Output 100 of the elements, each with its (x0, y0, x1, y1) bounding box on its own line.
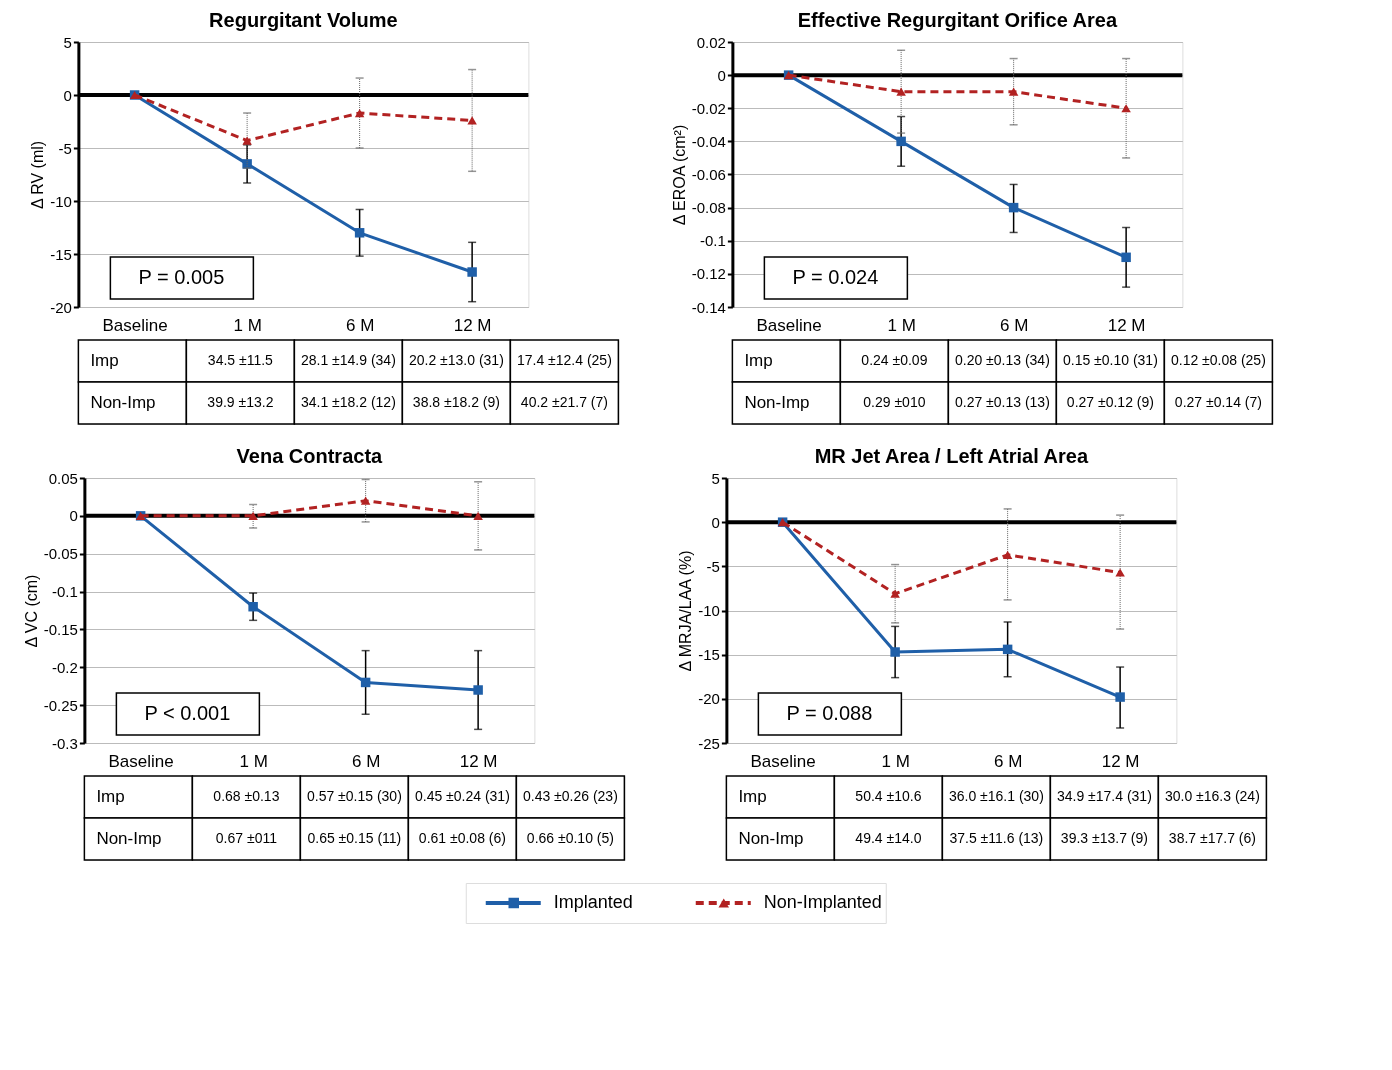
text: 0.27 ±0.13 (13) (954, 394, 1050, 410)
x-tick-label: 1 M (239, 751, 268, 771)
y-axis-title: Δ MRJA/LAA (%) (677, 550, 695, 672)
text: 39.9 ±13.2 (207, 394, 274, 410)
y-tick-label: 0 (711, 513, 720, 531)
text: 50.4 ±10.6 (855, 788, 922, 804)
x-tick-label: Baseline (756, 315, 822, 335)
x-tick-label: 12 M (453, 315, 492, 335)
legend-label: Implanted (553, 892, 633, 912)
text: Non-Imp (738, 829, 804, 848)
x-tick-label: 6 M (351, 751, 381, 771)
annotation: P < 0.001 (144, 702, 231, 724)
text: 0.29 ±010 (863, 394, 926, 410)
y-tick-label: 0 (63, 86, 72, 104)
y-tick-label: -0.14 (691, 298, 726, 316)
text: 0.67 ±011 (215, 830, 278, 846)
y-tick-label: -0.05 (43, 545, 78, 563)
y-tick-label: -15 (50, 245, 72, 263)
point (1115, 692, 1125, 702)
text: 34.5 ±11.5 (207, 352, 274, 368)
text: 37.5 ±11.6 (13) (949, 830, 1044, 846)
x-tick-label: 6 M (993, 751, 1023, 771)
point (360, 677, 371, 688)
x-tick-label: Baseline (102, 315, 168, 335)
point (467, 267, 477, 277)
y-tick-label: -10 (50, 192, 72, 210)
text: Non-Imp (96, 829, 162, 848)
y-tick-label: -0.3 (52, 734, 78, 752)
annotation: P = 0.024 (792, 266, 879, 288)
y-tick-label: -0.1 (700, 232, 726, 250)
point (896, 87, 906, 96)
text: Imp (744, 351, 773, 370)
text: 0.12 ±0.08 (25) (1170, 352, 1266, 368)
point (354, 108, 365, 118)
y-tick-label: -10 (698, 602, 720, 619)
text: 0.57 ±0.15 (30) (306, 788, 402, 804)
x-tick-label: 6 M (999, 315, 1029, 335)
x-tick-label: 6 M (345, 315, 375, 335)
y-tick-label: 5 (63, 33, 72, 51)
text: 17.4 ±12.4 (25) (516, 352, 612, 368)
y-tick-label: 0.05 (48, 469, 78, 487)
text: 0.27 ±0.14 (7) (1174, 394, 1262, 410)
y-tick-label: -5 (58, 139, 72, 157)
text: Non-Imp (90, 393, 156, 412)
text: 0.61 ±0.08 (6) (418, 830, 506, 846)
point (1121, 252, 1131, 263)
legend-label: Non-Implanted (763, 892, 882, 912)
point (360, 496, 371, 505)
y-tick-label: -0.08 (691, 199, 726, 217)
point (354, 228, 365, 238)
text: 49.4 ±14.0 (855, 830, 922, 846)
x-tick-label: Baseline (108, 751, 174, 771)
x-tick-label: 1 M (881, 751, 910, 771)
y-tick-label: 0 (717, 66, 726, 84)
point (890, 647, 900, 657)
text: 0.27 ±0.12 (9) (1066, 394, 1154, 410)
y-tick-label: 5 (711, 469, 720, 487)
point (1002, 644, 1013, 655)
x-tick-label: 12 M (1107, 315, 1146, 335)
y-tick-label: 0.02 (696, 33, 726, 51)
x-tick-label: 12 M (459, 751, 498, 771)
y-tick-label: -0.12 (691, 265, 726, 283)
y-axis-title: Δ RV (ml) (29, 140, 47, 210)
y-tick-label: 0 (69, 507, 78, 525)
text: Imp (96, 787, 125, 806)
point (473, 685, 483, 695)
text: 38.8 ±18.2 (9) (412, 394, 500, 410)
point (1002, 550, 1013, 559)
text: 38.7 ±17.7 (6) (1168, 830, 1256, 846)
text: 36.0 ±16.1 (30) (948, 788, 1044, 804)
text: 0.24 ±0.09 (861, 352, 928, 368)
text: 0.20 ±0.13 (34) (954, 352, 1050, 368)
y-tick-label: -15 (698, 646, 720, 664)
y-tick-label: -5 (706, 557, 720, 575)
text: 39.3 ±13.7 (9) (1060, 830, 1148, 846)
chart-title: Regurgitant Volume (209, 9, 398, 31)
text: 0.15 ±0.10 (31) (1062, 352, 1158, 368)
annotation: P = 0.088 (786, 702, 873, 724)
text: 0.68 ±0.13 (213, 788, 280, 804)
text: Imp (738, 787, 767, 806)
point (248, 511, 258, 520)
text: 0.65 ±0.15 (11) (307, 830, 402, 846)
point (1115, 568, 1125, 577)
chart-title: Vena Contracta (236, 445, 384, 467)
y-tick-label: -0.02 (691, 99, 726, 117)
point (1008, 202, 1019, 213)
y-tick-label: -0.04 (691, 132, 726, 150)
text: 30.0 ±16.3 (24) (1164, 788, 1260, 804)
text: 28.1 ±14.9 (34) (300, 352, 396, 368)
text: 34.9 ±17.4 (31) (1056, 788, 1152, 804)
point (1121, 104, 1131, 113)
text: 34.1 ±18.2 (12) (300, 394, 396, 410)
point (467, 116, 477, 125)
x-tick-label: 1 M (887, 315, 916, 335)
x-tick-label: Baseline (750, 751, 816, 771)
x-tick-label: 1 M (233, 315, 262, 335)
x-tick-label: 12 M (1101, 751, 1140, 771)
y-axis-title: Δ VC (cm) (22, 574, 40, 648)
y-tick-label: -0.1 (52, 583, 78, 601)
chart-title: Effective Regurgitant Orifice Area (797, 9, 1118, 31)
